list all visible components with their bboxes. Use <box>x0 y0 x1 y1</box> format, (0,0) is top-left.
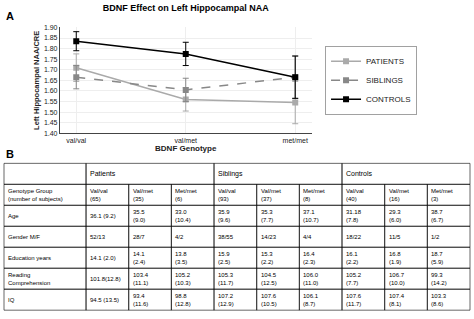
svg-text:Met/met(3): Met/met(3) <box>431 188 453 202</box>
svg-text:106.7(10.0): 106.7(10.0) <box>389 272 405 286</box>
svg-text:101.8(12.8): 101.8(12.8) <box>90 276 121 282</box>
svg-text:14/23: 14/23 <box>261 234 277 240</box>
svg-text:16.4(2.3): 16.4(2.3) <box>303 251 315 265</box>
svg-text:105.3(11.7): 105.3(11.7) <box>218 272 234 286</box>
svg-text:B: B <box>6 148 14 160</box>
svg-text:33.0(10.4): 33.0(10.4) <box>175 209 191 223</box>
svg-text:Patients: Patients <box>90 170 116 177</box>
svg-text:Controls: Controls <box>346 170 373 177</box>
svg-text:16.8(1.9): 16.8(1.9) <box>389 251 401 265</box>
svg-text:PATIENTS: PATIENTS <box>366 57 404 66</box>
svg-text:38/55: 38/55 <box>218 234 234 240</box>
svg-text:Val/val(65): Val/val(65) <box>90 188 108 202</box>
svg-text:Age: Age <box>8 213 19 219</box>
svg-text:1.80: 1.80 <box>44 45 58 52</box>
svg-text:107.4(8.1): 107.4(8.1) <box>389 293 405 307</box>
svg-text:Val/met(16): Val/met(16) <box>389 188 409 202</box>
svg-text:103.3(8.6): 103.3(8.6) <box>431 293 447 307</box>
svg-text:BDNF Genotype: BDNF Genotype <box>155 144 217 153</box>
svg-text:15.9(2.5): 15.9(2.5) <box>218 251 230 265</box>
svg-text:1.40: 1.40 <box>44 130 58 137</box>
svg-text:4/4: 4/4 <box>303 234 312 240</box>
svg-text:Val/met(37): Val/met(37) <box>261 188 281 202</box>
svg-text:14.1 (2.0): 14.1 (2.0) <box>90 255 116 261</box>
svg-text:107.2(12.9): 107.2(12.9) <box>218 293 234 307</box>
svg-text:1.55: 1.55 <box>44 98 58 105</box>
svg-text:15.3(2.2): 15.3(2.2) <box>261 251 273 265</box>
svg-text:4/2: 4/2 <box>175 234 184 240</box>
svg-text:94.5 (13.5): 94.5 (13.5) <box>90 297 119 303</box>
svg-text:98.8(12.8): 98.8(12.8) <box>175 293 191 307</box>
svg-text:99.3(14.2): 99.3(14.2) <box>431 272 447 286</box>
svg-text:103.4(11.1): 103.4(11.1) <box>133 272 149 286</box>
svg-text:31.18(7.8): 31.18(7.8) <box>346 209 362 223</box>
svg-text:Val/val(40): Val/val(40) <box>346 188 364 202</box>
svg-text:BDNF Effect on Left Hippocampa: BDNF Effect on Left Hippocampal NAA <box>103 3 270 13</box>
svg-text:28/7: 28/7 <box>133 234 145 240</box>
svg-text:Gender M/F: Gender M/F <box>8 234 40 240</box>
svg-text:1.90: 1.90 <box>44 24 58 31</box>
svg-text:106.1(8.7): 106.1(8.7) <box>303 293 319 307</box>
svg-text:107.6(10.5): 107.6(10.5) <box>261 293 277 307</box>
svg-text:val/met: val/met <box>174 137 197 144</box>
svg-text:1/2: 1/2 <box>431 234 440 240</box>
svg-text:Met/met(6): Met/met(6) <box>175 188 197 202</box>
svg-text:Education years: Education years <box>8 255 51 261</box>
svg-text:val/val: val/val <box>66 137 86 144</box>
svg-text:14.1(2.4): 14.1(2.4) <box>133 251 145 265</box>
svg-text:38.7(6.7): 38.7(6.7) <box>431 209 443 223</box>
svg-text:1.65: 1.65 <box>44 77 58 84</box>
svg-text:37.1(10.7): 37.1(10.7) <box>303 209 319 223</box>
svg-text:1.85: 1.85 <box>44 34 58 41</box>
svg-text:A: A <box>6 10 14 22</box>
svg-text:29.3(6.0): 29.3(6.0) <box>389 209 401 223</box>
svg-text:Genotype Group(number of subje: Genotype Group(number of subjects) <box>8 188 63 202</box>
svg-text:1.70: 1.70 <box>44 66 58 73</box>
svg-text:18/22: 18/22 <box>346 234 362 240</box>
svg-text:Val/met(35): Val/met(35) <box>133 188 153 202</box>
svg-text:35.5(9.0): 35.5(9.0) <box>133 209 145 223</box>
svg-text:1.75: 1.75 <box>44 56 58 63</box>
svg-text:Val/val(93): Val/val(93) <box>218 188 236 202</box>
svg-text:52/13: 52/13 <box>90 234 106 240</box>
svg-text:SIBLINGS: SIBLINGS <box>366 76 403 85</box>
svg-text:16.1(2.2): 16.1(2.2) <box>346 251 358 265</box>
svg-text:ReadingComprehension: ReadingComprehension <box>8 272 50 286</box>
svg-text:107.6(11.7): 107.6(11.7) <box>346 293 362 307</box>
svg-text:105.2(7.7): 105.2(7.7) <box>346 272 362 286</box>
svg-text:106.0(11.0): 106.0(11.0) <box>303 272 319 286</box>
svg-text:105.2(10.3): 105.2(10.3) <box>175 272 191 286</box>
svg-text:93.4(11.6): 93.4(11.6) <box>133 293 148 307</box>
svg-text:36.1 (9.2): 36.1 (9.2) <box>90 213 116 219</box>
svg-text:Siblings: Siblings <box>218 170 243 178</box>
svg-text:CONTROLS: CONTROLS <box>366 95 410 104</box>
svg-text:IQ: IQ <box>8 297 15 303</box>
svg-text:13.8(3.5): 13.8(3.5) <box>175 251 187 265</box>
svg-text:11/5: 11/5 <box>389 234 401 240</box>
svg-text:Left Hippocampal NAA/CRE: Left Hippocampal NAA/CRE <box>32 31 41 130</box>
svg-text:35.3(7.7): 35.3(7.7) <box>261 209 273 223</box>
svg-text:1.45: 1.45 <box>44 119 58 126</box>
svg-text:Met/met(8): Met/met(8) <box>303 188 325 202</box>
svg-text:18.7(5.9): 18.7(5.9) <box>431 251 443 265</box>
svg-text:35.9(9.6): 35.9(9.6) <box>218 209 230 223</box>
svg-text:104.5(12.5): 104.5(12.5) <box>261 272 277 286</box>
svg-text:met/met: met/met <box>283 137 308 144</box>
svg-text:1.50: 1.50 <box>44 109 58 116</box>
svg-text:1.60: 1.60 <box>44 87 58 94</box>
